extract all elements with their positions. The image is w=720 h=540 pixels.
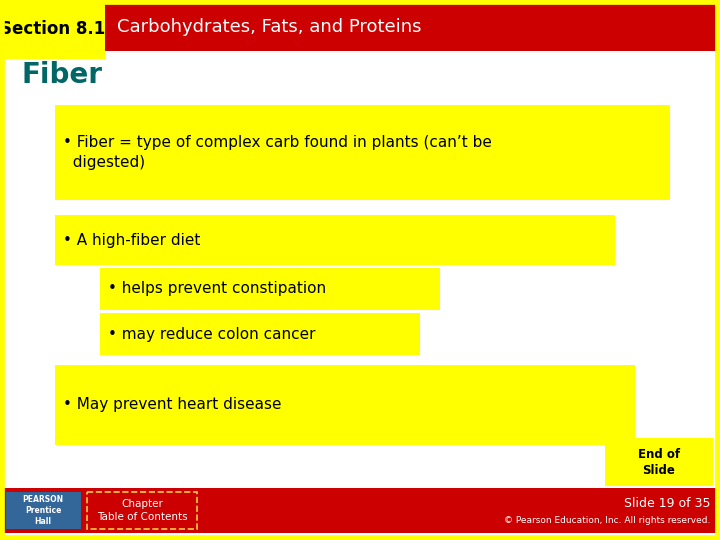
Text: Chapter
Table of Contents: Chapter Table of Contents xyxy=(96,499,187,522)
Bar xyxy=(605,438,713,486)
Text: © Pearson Education, Inc. All rights reserved.: © Pearson Education, Inc. All rights res… xyxy=(503,516,710,525)
Bar xyxy=(100,268,440,310)
Text: • helps prevent constipation: • helps prevent constipation xyxy=(108,281,326,296)
Text: • may reduce colon cancer: • may reduce colon cancer xyxy=(108,327,315,341)
Text: Slide 19 of 35: Slide 19 of 35 xyxy=(624,497,710,510)
Bar xyxy=(0,488,720,533)
Text: PEARSON
Prentice
Hall: PEARSON Prentice Hall xyxy=(22,495,63,526)
Text: End of
Slide: End of Slide xyxy=(638,448,680,476)
Text: Carbohydrates, Fats, and Proteins: Carbohydrates, Fats, and Proteins xyxy=(117,18,421,36)
Text: • Fiber = type of complex carb found in plants (can’t be
  digested): • Fiber = type of complex carb found in … xyxy=(63,135,492,170)
Bar xyxy=(100,313,420,355)
Text: Fiber: Fiber xyxy=(22,61,103,89)
Text: • A high-fiber diet: • A high-fiber diet xyxy=(63,233,200,247)
Bar xyxy=(87,492,197,529)
Text: • May prevent heart disease: • May prevent heart disease xyxy=(63,397,282,413)
Bar xyxy=(55,365,635,445)
Bar xyxy=(6,492,81,529)
Text: Section 8.1: Section 8.1 xyxy=(0,21,105,38)
Bar xyxy=(0,0,105,59)
Bar xyxy=(55,105,670,200)
Bar xyxy=(55,215,615,265)
Bar xyxy=(0,3,720,51)
